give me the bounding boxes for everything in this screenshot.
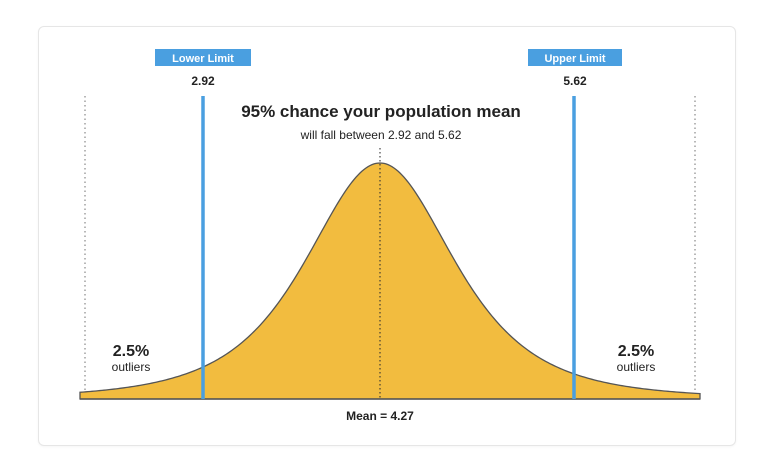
left-outliers-label: outliers [112,360,151,374]
lower-limit-badge [155,49,251,66]
left-outliers-percent: 2.5% [113,343,149,360]
right-outliers-percent: 2.5% [618,343,654,360]
bell-curve [79,162,701,400]
mean-label: Mean = 4.27 [346,409,414,423]
lower-limit-value: 2.92 [191,74,215,88]
lower-limit-badge-text: Lower Limit [172,53,234,65]
right-outliers-label: outliers [617,360,656,374]
diagram-title: 95% chance your population mean [241,102,521,121]
upper-limit-value: 5.62 [563,74,587,88]
upper-limit-badge-text: Upper Limit [544,53,605,65]
upper-limit-badge [528,49,622,66]
diagram-subtitle: will fall between 2.92 and 5.62 [300,128,462,142]
